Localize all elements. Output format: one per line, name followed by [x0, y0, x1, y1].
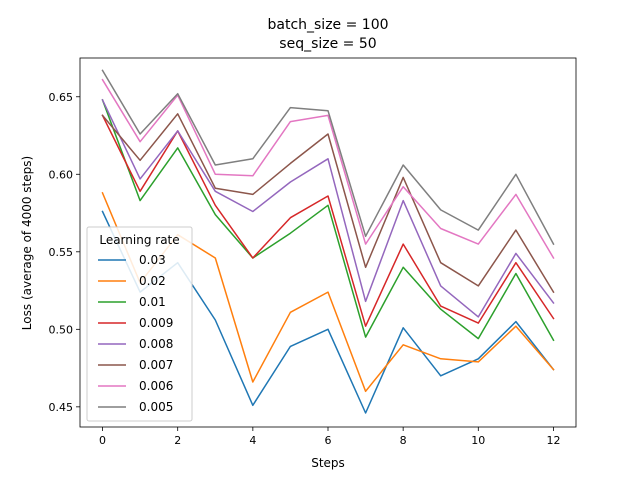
legend-label-0.005: 0.005 — [139, 400, 173, 414]
legend-box — [86, 226, 193, 422]
x-tick-label: 6 — [325, 434, 332, 447]
chart-title-line-2: seq_size = 50 — [279, 36, 376, 52]
legend-label-0.01: 0.01 — [139, 295, 166, 309]
legend-label-0.006: 0.006 — [139, 379, 173, 393]
y-tick-label: 0.45 — [49, 401, 74, 414]
y-tick-label: 0.60 — [49, 168, 74, 181]
y-tick-label: 0.65 — [49, 91, 74, 104]
y-tick-label: 0.55 — [49, 246, 74, 259]
legend: Learning rate 0.03 0.02 0.01 0.009 0.008 0.007… — [86, 226, 193, 422]
series-line-0.007 — [101, 113, 555, 294]
legend-label-0.02: 0.02 — [139, 274, 166, 288]
x-tick-label: 10 — [471, 434, 485, 447]
x-tick-label: 12 — [546, 434, 560, 447]
legend-label-0.007: 0.007 — [139, 358, 173, 372]
x-tick-label: 0 — [99, 434, 106, 447]
plot-area: 0 2 4 6 8 10 12 0.45 0.50 0.55 0.60 0.65 Learning ra… — [49, 57, 577, 447]
series-line-0.005 — [101, 69, 555, 246]
legend-label-0.009: 0.009 — [139, 316, 173, 330]
series-line-0.01 — [101, 98, 555, 342]
x-tick-label: 8 — [400, 434, 407, 447]
legend-label-0.03: 0.03 — [139, 253, 166, 267]
legend-label-0.008: 0.008 — [139, 337, 173, 351]
y-tick-label: 0.50 — [49, 323, 74, 336]
legend-title: Learning rate — [99, 233, 179, 247]
x-tick-label: 4 — [249, 434, 256, 447]
x-axis-label: Steps — [311, 456, 345, 470]
series-line-0.008 — [101, 98, 555, 318]
chart-title-line-1: batch_size = 100 — [267, 17, 388, 33]
x-tick-label: 2 — [174, 434, 181, 447]
y-axis-label: Loss (average of 4000 steps) — [20, 156, 34, 330]
